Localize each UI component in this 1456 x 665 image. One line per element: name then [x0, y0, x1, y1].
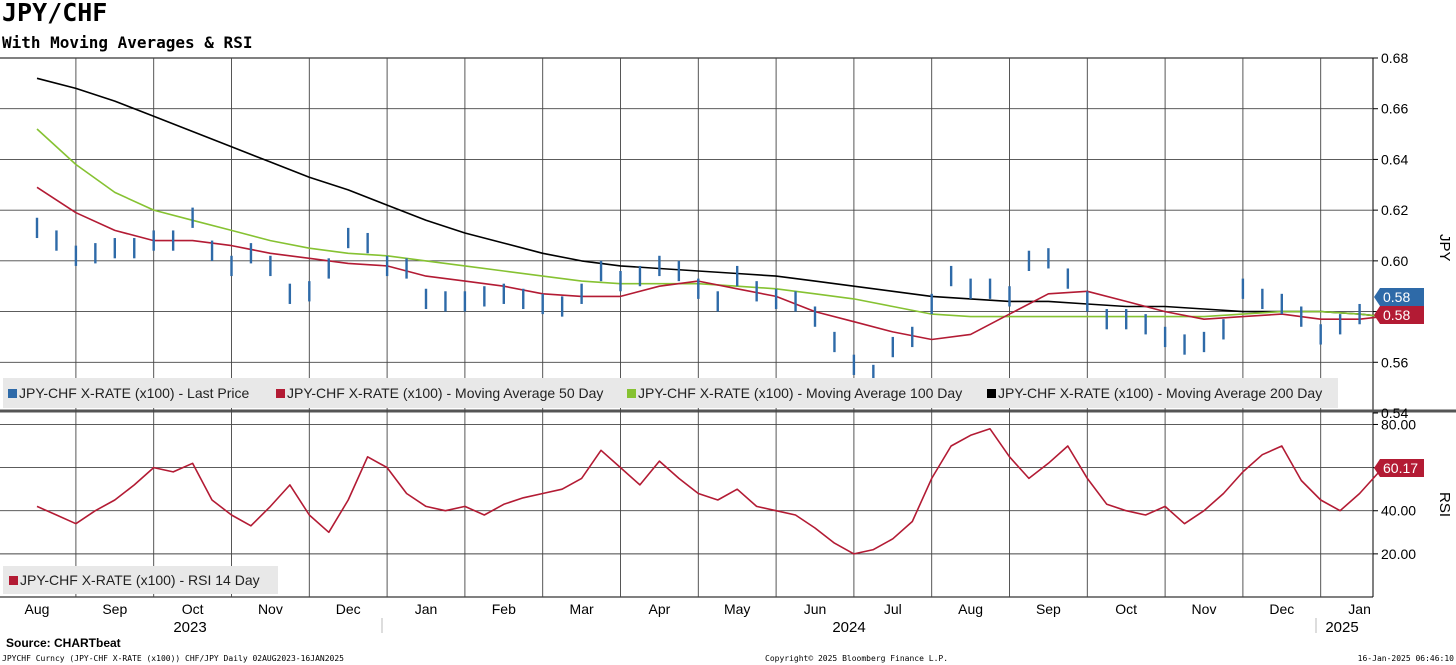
month-label: Sep: [102, 601, 127, 617]
price-axis-title: JPY: [1436, 234, 1453, 262]
chart-title: JPY/CHF: [2, 0, 108, 27]
legend-swatch: [9, 576, 18, 585]
ma200-line: [36, 77, 1383, 318]
source-label: Source: CHARTbeat: [6, 636, 121, 650]
month-label: Sep: [1036, 601, 1061, 617]
month-label: Apr: [649, 601, 671, 617]
month-label: Jun: [804, 601, 827, 617]
price-legend-bg: [3, 378, 1338, 408]
footer-copyright: Copyright© 2025 Bloomberg Finance L.P.: [765, 654, 949, 663]
month-label: Dec: [336, 601, 361, 617]
rsi-flag: [1374, 459, 1424, 477]
legend-swatch: [276, 389, 285, 398]
legend-label: JPY-CHF X-RATE (x100) - Moving Average 1…: [638, 385, 962, 401]
month-label: Mar: [570, 601, 594, 617]
legend-label: JPY-CHF X-RATE (x100) - RSI 14 Day: [20, 572, 260, 588]
price-tick-label: 0.68: [1381, 50, 1408, 66]
month-label: Jul: [884, 601, 902, 617]
legend-label: JPY-CHF X-RATE (x100) - Last Price: [19, 385, 249, 401]
ma50-flag-text: 0.58: [1383, 307, 1410, 323]
last-price-flag: [1374, 288, 1424, 306]
legend-label: JPY-CHF X-RATE (x100) - Moving Average 2…: [998, 385, 1322, 401]
price-tick-label: 0.60: [1381, 253, 1408, 269]
legend-swatch: [627, 389, 636, 398]
month-label: Jan: [1348, 601, 1371, 617]
footer-timestamp: 16-Jan-2025 06:46:10: [1357, 654, 1454, 663]
year-label: 2025: [1325, 619, 1358, 636]
price-tick-label: 0.66: [1381, 101, 1408, 117]
month-label: Dec: [1269, 601, 1294, 617]
rsi-tick-label: 80.00: [1381, 416, 1416, 432]
chart-subtitle: With Moving Averages & RSI: [2, 33, 253, 52]
price-tick-label: 0.64: [1381, 151, 1408, 167]
legend-swatch: [8, 389, 17, 398]
year-label: 2024: [832, 619, 865, 636]
last-price-flag-text: 0.58: [1383, 289, 1410, 305]
legend-label: JPY-CHF X-RATE (x100) - Moving Average 5…: [287, 385, 603, 401]
rsi-legend-bg: [3, 566, 278, 594]
month-label: Feb: [492, 601, 516, 617]
rsi-tick-label: 40.00: [1381, 503, 1416, 519]
rsi-axis-title: RSI: [1436, 492, 1453, 517]
price-tick-label: 0.56: [1381, 354, 1408, 370]
month-label: Oct: [182, 601, 204, 617]
ma50-flag: [1374, 306, 1424, 324]
price-tick-label: 0.62: [1381, 202, 1408, 218]
month-label: Aug: [25, 601, 50, 617]
footer-ticker: JPYCHF Curncy (JPY-CHF X-RATE (x100)) CH…: [2, 654, 344, 663]
month-label: Jan: [415, 601, 438, 617]
month-label: Nov: [1192, 601, 1217, 617]
rsi-tick-label: 20.00: [1381, 546, 1416, 562]
legend-swatch: [987, 389, 996, 398]
month-label: Nov: [258, 601, 283, 617]
ma100-line: [36, 128, 1383, 318]
price-tick-label: 0.54: [1381, 405, 1408, 421]
month-label: Aug: [958, 601, 983, 617]
month-label: Oct: [1115, 601, 1137, 617]
year-label: 2023: [173, 619, 206, 636]
month-label: May: [724, 601, 750, 617]
ma50-line: [36, 186, 1383, 341]
rsi-line: [36, 428, 1384, 555]
rsi-flag-text: 60.17: [1383, 460, 1418, 476]
